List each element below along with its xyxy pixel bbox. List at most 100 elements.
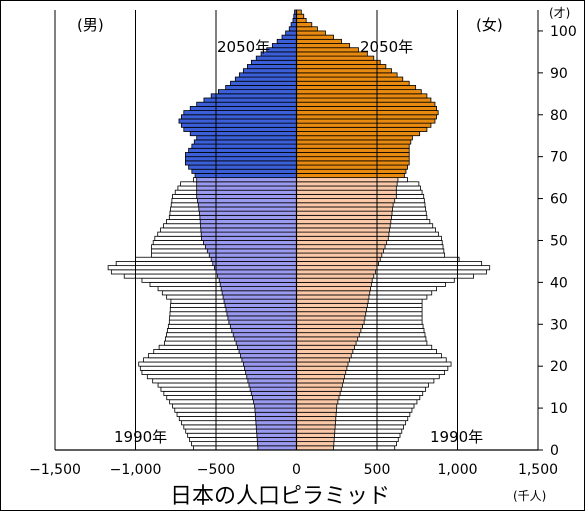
x-tick-label: −500 xyxy=(197,462,235,478)
bar-2050-male xyxy=(218,89,297,95)
bar-2050-male xyxy=(204,244,297,250)
bar-2050-male xyxy=(200,231,297,237)
bar-2050-female xyxy=(296,202,394,208)
bar-2050-female xyxy=(296,80,410,86)
bar-2050-male xyxy=(288,26,297,32)
bar-2050-male xyxy=(242,68,297,74)
bar-2050-male xyxy=(247,378,297,384)
bar-2050-female xyxy=(296,265,378,271)
bar-2050-male xyxy=(200,223,297,229)
bar-2050-male xyxy=(178,118,297,124)
bar-2050-male xyxy=(188,147,297,153)
bar-2050-female xyxy=(296,26,318,32)
bar-2050-female xyxy=(296,193,397,199)
x-tick-label: 0 xyxy=(292,462,301,478)
bar-2050-female xyxy=(296,269,376,275)
bar-2050-female xyxy=(296,22,313,28)
bar-2050-female xyxy=(296,369,347,375)
bar-2050-male xyxy=(212,261,297,267)
bar-2050-female xyxy=(296,101,436,107)
y-tick-label: 70 xyxy=(550,150,568,166)
bar-2050-male xyxy=(200,227,297,233)
bar-2050-male xyxy=(256,432,297,438)
bar-2050-male xyxy=(234,76,297,82)
bar-2050-female xyxy=(296,97,432,103)
y-tick-label: 10 xyxy=(550,401,568,417)
bar-2050-male xyxy=(226,311,297,317)
bar-2050-female xyxy=(296,399,339,405)
bar-2050-female xyxy=(296,357,351,363)
bar-2050-male xyxy=(196,135,297,141)
y-tick-label: 0 xyxy=(550,443,559,459)
bar-2050-male xyxy=(254,403,297,409)
bar-2050-female xyxy=(296,240,388,246)
bar-2050-female xyxy=(296,344,355,350)
bar-2050-female xyxy=(296,315,366,321)
y-unit-label: (才) xyxy=(549,6,570,20)
chart-title: 日本の人口ピラミッド xyxy=(170,484,390,509)
bar-2050-male xyxy=(276,38,297,44)
bar-2050-male xyxy=(251,59,297,65)
bar-2050-female xyxy=(296,13,305,19)
bar-2050-female xyxy=(296,64,387,70)
bar-2050-male xyxy=(256,428,297,434)
bar-2050-female xyxy=(296,319,365,325)
y-tick-label: 20 xyxy=(550,359,568,375)
bar-2050-female xyxy=(296,420,336,426)
bar-2050-male xyxy=(241,357,297,363)
bar-2050-male xyxy=(257,441,297,447)
bar-2050-female xyxy=(296,424,336,430)
bar-2050-female xyxy=(296,147,410,153)
bar-2050-female xyxy=(296,227,390,233)
bar-2050-male xyxy=(218,277,297,283)
bar-2050-female xyxy=(296,428,336,434)
bar-2050-female xyxy=(296,332,360,338)
bar-2050-female xyxy=(296,206,393,212)
bar-2050-male xyxy=(249,386,297,392)
bar-2050-female xyxy=(296,407,337,413)
bar-2050-female xyxy=(296,177,399,183)
bar-2050-female xyxy=(296,118,436,124)
bar-2050-female xyxy=(296,395,340,401)
x-tick-label: 500 xyxy=(364,462,391,478)
bar-2050-male xyxy=(197,198,297,204)
bar-2050-female xyxy=(296,173,405,179)
bar-2050-female xyxy=(296,365,348,371)
bar-2050-male xyxy=(240,353,297,359)
y-tick-label: 80 xyxy=(550,108,568,124)
bar-2050-female xyxy=(296,386,342,392)
bar-2050-male xyxy=(217,273,297,279)
bar-2050-male xyxy=(290,22,297,28)
x-tick-label: 1,000 xyxy=(437,462,477,478)
bar-2050-female xyxy=(296,361,349,367)
bar-2050-male xyxy=(196,189,297,195)
bar-2050-female xyxy=(296,281,372,287)
bar-2050-female xyxy=(296,353,352,359)
bar-2050-male xyxy=(183,110,297,116)
bar-2050-female xyxy=(296,382,343,388)
bar-2050-male xyxy=(203,240,297,246)
bar-2050-male xyxy=(256,437,297,443)
bar-2050-male xyxy=(230,80,297,86)
bars-layer xyxy=(107,9,491,451)
bar-2050-female xyxy=(296,298,369,304)
bar-2050-male xyxy=(210,256,297,262)
bar-2050-male xyxy=(219,281,297,287)
bar-2050-male xyxy=(198,206,297,212)
bar-2050-male xyxy=(238,349,297,355)
bar-2050-male xyxy=(197,202,297,208)
bar-2050-female xyxy=(296,256,381,262)
bar-2050-female xyxy=(296,47,359,53)
bar-2050-female xyxy=(296,30,326,36)
female-label: (女) xyxy=(476,16,503,34)
bar-2050-female xyxy=(296,93,428,99)
bar-2050-male xyxy=(255,416,297,422)
bar-2050-male xyxy=(193,139,297,145)
bar-2050-female xyxy=(296,131,421,137)
bar-2050-male xyxy=(180,114,297,120)
y-tick-label: 90 xyxy=(550,66,568,82)
bar-2050-male xyxy=(281,34,297,40)
bar-2050-male xyxy=(183,126,297,132)
bar-2050-male xyxy=(213,265,297,271)
bar-2050-female xyxy=(296,323,363,329)
